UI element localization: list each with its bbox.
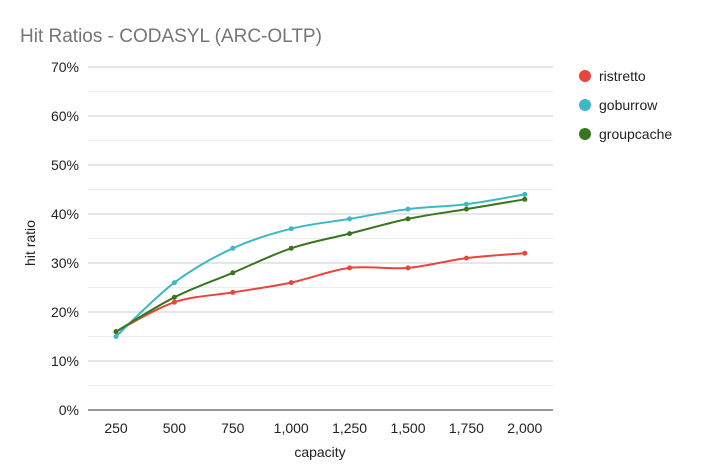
legend-label-groupcache: groupcache: [599, 126, 672, 142]
x-tick-label: 1,750: [449, 420, 484, 436]
data-point-ristretto: [288, 280, 294, 286]
series-group: [113, 191, 528, 339]
data-point-groupcache: [113, 329, 119, 335]
chart-title: Hit Ratios - CODASYL (ARC-OLTP): [20, 26, 322, 47]
y-axis-ticks: 0% 10% 20% 30% 40% 50% 60% 70%: [51, 59, 79, 418]
x-tick-label: 1,250: [332, 420, 367, 436]
data-point-goburrow: [347, 216, 353, 222]
data-point-groupcache: [347, 231, 353, 237]
data-point-groupcache: [171, 294, 177, 300]
legend-marker-goburrow: [579, 99, 591, 111]
x-tick-label: 2,000: [507, 420, 542, 436]
data-point-groupcache: [405, 216, 411, 222]
data-point-goburrow: [230, 245, 236, 251]
x-axis-ticks: 250 500 750 1,000 1,250 1,500 1,750 2,000: [104, 420, 542, 436]
y-tick-label: 30%: [51, 255, 79, 271]
data-point-groupcache: [522, 196, 528, 202]
x-tick-label: 1,500: [390, 420, 425, 436]
data-point-ristretto: [522, 250, 528, 256]
y-tick-label: 50%: [51, 157, 79, 173]
legend-marker-groupcache: [579, 128, 591, 140]
series-line-ristretto: [115, 252, 525, 333]
x-tick-label: 500: [163, 420, 187, 436]
data-point-ristretto: [171, 299, 177, 305]
legend-label-goburrow: goburrow: [599, 97, 658, 113]
data-point-groupcache: [463, 206, 469, 212]
y-tick-label: 20%: [51, 304, 79, 320]
x-tick-label: 250: [104, 420, 128, 436]
x-tick-label: 1,000: [274, 420, 309, 436]
data-point-groupcache: [230, 270, 236, 276]
data-point-goburrow: [288, 226, 294, 232]
data-point-ristretto: [230, 289, 236, 295]
y-tick-label: 10%: [51, 353, 79, 369]
y-tick-label: 60%: [51, 108, 79, 124]
series-line-goburrow: [115, 193, 525, 338]
legend-label-ristretto: ristretto: [599, 68, 646, 84]
data-point-goburrow: [463, 201, 469, 207]
data-point-groupcache: [288, 245, 294, 251]
data-point-goburrow: [522, 191, 528, 197]
legend: ristretto goburrow groupcache: [579, 68, 672, 142]
y-tick-label: 0%: [59, 402, 79, 418]
data-point-ristretto: [405, 265, 411, 271]
data-point-ristretto: [347, 265, 353, 271]
x-tick-label: 750: [221, 420, 245, 436]
x-axis-label: capacity: [294, 444, 345, 460]
y-tick-label: 40%: [51, 206, 79, 222]
data-point-goburrow: [405, 206, 411, 212]
data-point-goburrow: [113, 334, 119, 339]
data-point-goburrow: [171, 280, 177, 286]
y-tick-label: 70%: [51, 59, 79, 75]
y-axis-label: hit ratio: [22, 220, 38, 266]
legend-marker-ristretto: [579, 70, 591, 82]
data-point-ristretto: [463, 255, 469, 261]
grid-lines: [88, 66, 553, 386]
